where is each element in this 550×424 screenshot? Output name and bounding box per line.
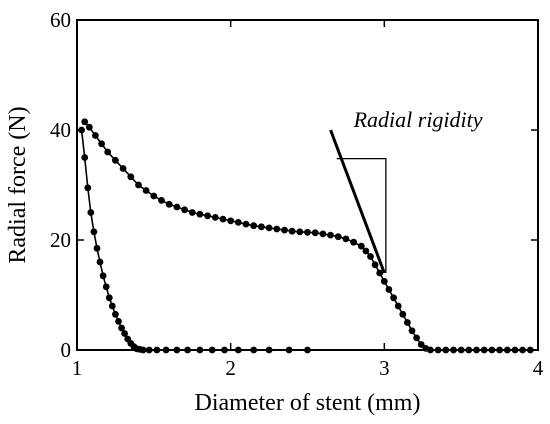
series-1-point [390, 294, 397, 302]
series-0-point [84, 184, 92, 192]
series-1-point [417, 341, 425, 348]
series-1-point [265, 224, 273, 232]
x-tick-label-0: 1 [72, 356, 83, 380]
series-0-point [87, 209, 95, 216]
rigidity-tangent-line [329, 129, 386, 274]
series-0-point [108, 302, 116, 310]
rigidity-triangle [336, 157, 387, 273]
series-1-point [211, 214, 219, 221]
series-1-point [342, 235, 350, 243]
series-1-point [150, 192, 158, 200]
annotation-layer [329, 129, 387, 274]
series-1-point [273, 225, 281, 233]
series-1-point [371, 261, 379, 269]
y-tick-label-2: 40 [50, 118, 71, 142]
series-1-point [404, 319, 411, 326]
series-layer [78, 118, 534, 354]
series-0-point [93, 244, 101, 252]
series-1-point [408, 327, 416, 335]
series-1-point [104, 148, 112, 156]
series-1-point [119, 165, 127, 172]
series-1-point [196, 210, 204, 218]
x-tick-label-3: 4 [533, 356, 544, 380]
series-1-point [258, 223, 265, 231]
series-1-point [242, 220, 250, 228]
series-1-point [413, 334, 420, 342]
series-1-point [296, 228, 304, 236]
series-1-point [327, 231, 334, 239]
series-1-point [204, 212, 212, 220]
series-1-point [367, 253, 374, 260]
series-1-point [173, 203, 181, 211]
series-1-point [85, 123, 93, 131]
series-1-point [81, 118, 89, 126]
series-1-point [250, 222, 258, 230]
x-tick-label-2: 3 [379, 356, 390, 380]
series-1-line [84, 121, 531, 351]
series-1-point [112, 156, 119, 164]
series-1-point [142, 187, 150, 194]
series-1-point [362, 247, 370, 255]
series-1-point [227, 217, 235, 225]
series-1-point [165, 200, 173, 208]
x-axis-title: Diameter of stent (mm) [195, 390, 421, 416]
series-1-point [98, 140, 105, 148]
series-1-point [376, 269, 384, 277]
y-tick-label-1: 20 [50, 228, 71, 252]
series-1-point [281, 226, 288, 234]
series-0-point [102, 283, 110, 291]
series-1-point [181, 206, 189, 214]
series-1-point [399, 310, 407, 318]
series-0-point [81, 154, 89, 161]
radial-rigidity-label: Radial rigidity [353, 107, 483, 132]
series-1-point [92, 132, 99, 139]
series-1-point [394, 302, 402, 310]
series-1-point [288, 227, 296, 235]
series-0-point [115, 318, 122, 325]
series-0-point [90, 228, 98, 236]
series-0-point [118, 324, 125, 332]
series-1-point [188, 209, 196, 216]
series-1-point [219, 215, 227, 223]
x-tick-label-1: 2 [225, 356, 236, 380]
series-1-point [304, 228, 311, 236]
series-1-point [135, 181, 142, 189]
y-axis-title: Radial force (N) [5, 106, 31, 263]
y-tick-label-3: 60 [50, 8, 71, 32]
series-1-point [319, 230, 327, 238]
series-1-point [127, 173, 135, 181]
series-1-point [385, 286, 393, 293]
series-1-point [334, 233, 342, 241]
series-1-point [357, 242, 365, 250]
series-1-point [158, 197, 165, 204]
series-1-point [311, 229, 319, 237]
series-0-point [96, 258, 104, 266]
series-1-point [380, 277, 388, 285]
plot-frame [76, 19, 539, 351]
series-1-point [234, 219, 242, 226]
y-tick-label-0: 0 [61, 338, 72, 362]
series-0-point [105, 294, 113, 302]
series-0-point [112, 310, 119, 318]
series-0-point [99, 272, 107, 280]
series-0-point [121, 330, 128, 337]
series-1-point [350, 238, 357, 246]
